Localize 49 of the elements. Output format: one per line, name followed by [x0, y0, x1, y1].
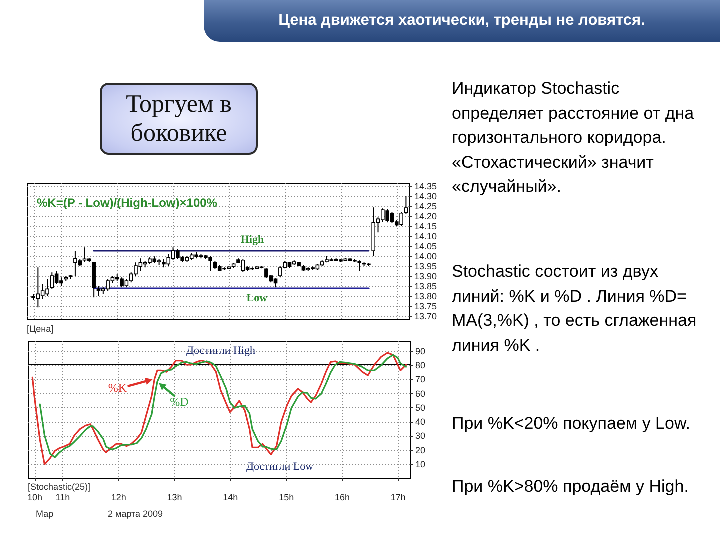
annotation: Low [246, 292, 268, 305]
y-tick-label: 13.70 [414, 312, 438, 322]
text: 2 марта 2009 [108, 509, 164, 519]
y-tick-label: 14.10 [414, 232, 438, 242]
text: При %K>80% продаём у High. [452, 476, 690, 498]
y-tick-label: 13.80 [414, 292, 438, 302]
y-tick-label: 30 [416, 431, 426, 442]
text: При %K<20% покупаем у Low. [452, 413, 692, 435]
x-tick-label: 16h [334, 492, 350, 502]
text: Мар [36, 509, 54, 519]
y-tick-label: 13.90 [414, 272, 438, 282]
x-tick-label: 12h [111, 492, 126, 502]
y-tick-label: 14.20 [414, 212, 438, 222]
y-tick-label: 14.15 [414, 222, 438, 232]
y-tick-label: 70 [416, 374, 426, 385]
text: [Цена] [27, 324, 54, 334]
text: Stochastic состоит из двух линий: %K и %D . Линия %D= MA(3,%K) , то есть сглаженная линия %K . [452, 261, 698, 356]
annotation: Достигли Low [246, 461, 314, 473]
candlestick [50, 272, 54, 290]
y-tick-label: 80 [416, 360, 426, 371]
text: [Stochastic(25)] [28, 482, 91, 492]
y-tick-label: 13.95 [414, 262, 438, 272]
y-tick-label: 13.85 [414, 282, 438, 292]
annotation: Достигли High [186, 345, 256, 357]
x-tick-label: 17h [390, 492, 406, 502]
y-tick-label: 20 [416, 445, 426, 456]
y-tick-label: 10 [416, 459, 426, 470]
y-tick-label: 13.75 [414, 302, 438, 312]
x-tick-label: 11h [56, 492, 70, 502]
y-tick-label: 14.30 [414, 192, 438, 202]
y-tick-label: 14.05 [414, 242, 438, 252]
text: Торгуем в боковике [100, 83, 258, 155]
x-tick-label: 13h [167, 492, 182, 502]
y-tick-label: 60 [416, 388, 426, 399]
text: Индикатор Stochastic определяет расстояние от дна горизонтального коридора. «Стохастический» значит «случайный». [452, 78, 696, 198]
y-tick-label: 14.00 [414, 252, 438, 262]
annotation: %K=(P - Low)/(High-Low)×100% [37, 196, 218, 210]
y-tick-label: 50 [416, 402, 426, 413]
y-tick-label: 40 [416, 417, 426, 428]
series-label: %D [170, 394, 190, 409]
x-tick-label: 14h [223, 492, 238, 502]
x-tick-label: 10h [28, 492, 43, 502]
annotation: High [240, 234, 264, 246]
legend-label: %K [108, 381, 128, 396]
y-tick-label: 14.35 [414, 182, 438, 192]
y-tick-label: 14.25 [414, 202, 438, 212]
text: Цена движется хаотически, тренды не ловятся. [204, 0, 720, 42]
y-tick-label: 90 [416, 346, 426, 356]
x-tick-label: 15h [279, 492, 294, 502]
